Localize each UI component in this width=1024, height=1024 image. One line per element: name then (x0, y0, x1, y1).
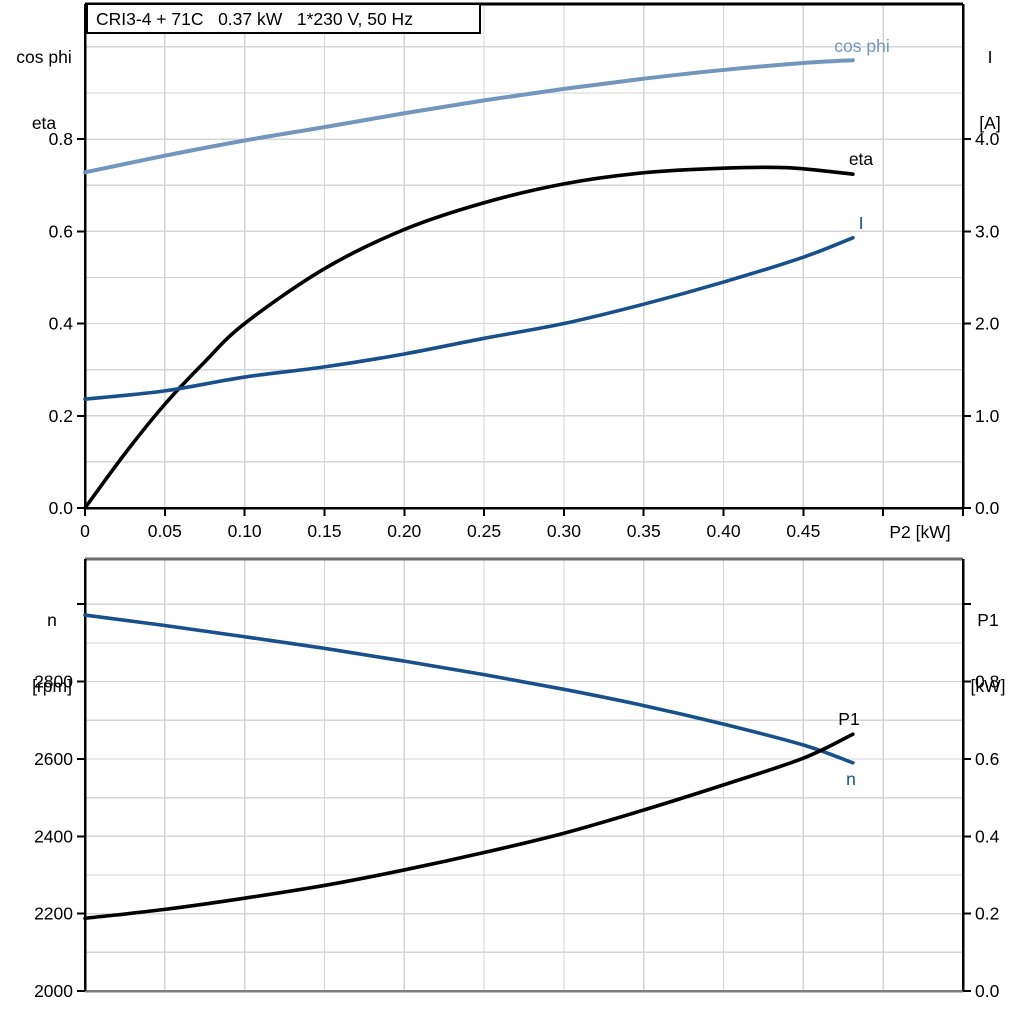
top-left-axis-title: cos phi eta (6, 2, 82, 178)
p1-curve-label: P1 (838, 709, 860, 729)
bottom-right-axis-title-line1: P1 (977, 610, 999, 630)
x-axis-tick-label: 0.20 (387, 521, 421, 541)
y-axis-left-tick-label: 2000 (34, 981, 73, 1001)
y-axis-left-tick-label: 0.2 (49, 406, 73, 426)
y-axis-right-tick-label: 0.6 (975, 749, 999, 769)
y-axis-left-tick-label: 0.6 (49, 221, 73, 241)
x-axis-tick-label: 0.35 (627, 521, 661, 541)
y-axis-right-tick-label: 0.8 (975, 672, 999, 692)
bottom-left-axis-title-line2: [rpm] (32, 676, 72, 696)
top-right-axis-title: I [A] (960, 2, 1020, 178)
curve-i (83, 235, 855, 401)
x-axis-tick-label: 0.45 (786, 521, 820, 541)
curve-cos-phi (83, 58, 855, 175)
bottom-left-axis-title-line1: n (47, 610, 57, 630)
x-axis-title: P2 [kW] (889, 522, 951, 542)
x-axis-tick-label: 0.10 (228, 521, 262, 541)
curve-n (83, 613, 855, 765)
top-left-axis-title-line2: eta (31, 113, 57, 133)
y-axis-left-tick-label: 2800 (34, 672, 73, 692)
eta-curve-label: eta (848, 149, 874, 169)
y-axis-right-tick-label: 0.2 (975, 904, 999, 924)
bottom-right-axis-title: P1 [kW] (952, 565, 1024, 741)
bottom-chart: 2000 2200 2400 2600 2800 0.0 0.2 0.4 0.6 0.8 (34, 557, 1000, 1001)
y-axis-right-tick-label: 4.0 (975, 129, 1000, 149)
x-axis-tick-label: 0.15 (307, 521, 341, 541)
cos-phi-curve-label: cos phi (834, 36, 890, 56)
top-right-axis-title-line1: I (987, 47, 993, 67)
chart-title: CRI3-4 + 71C 0.37 kW 1*230 V, 50 Hz (96, 8, 413, 29)
chart-title-box: CRI3-4 + 71C 0.37 kW 1*230 V, 50 Hz (86, 3, 481, 34)
curve-eta (83, 165, 855, 510)
bottom-left-axis-title: n [rpm] (14, 565, 90, 741)
top-chart: 0.0 0.2 0.4 0.6 0.8 0.0 1.0 2.0 3.0 4.0 0 0.05 0.10 0… (49, 2, 1000, 541)
y-axis-right-tick-label: 2.0 (975, 314, 1000, 334)
top-left-axis-title-line1: cos phi (16, 47, 72, 67)
y-axis-right-tick-label: 1.0 (975, 406, 1000, 426)
y-axis-left-tick-label: 2200 (34, 904, 73, 924)
y-axis-left-tick-label: 0.0 (49, 498, 74, 518)
x-axis-tick-label: 0.40 (707, 521, 741, 541)
n-curve-label: n (846, 769, 856, 789)
current-curve-label: I (858, 213, 864, 233)
y-axis-left-tick-label: 2600 (34, 749, 73, 769)
y-axis-left-tick-label: 0.8 (49, 129, 73, 149)
top-right-axis-title-line2: [A] (979, 113, 1001, 133)
bottom-right-axis-title-line2: [kW] (970, 676, 1006, 696)
y-axis-right-tick-label: 0.4 (975, 826, 1000, 846)
y-axis-right-tick-label: 3.0 (975, 221, 1000, 241)
x-axis-tick-label: 0.05 (148, 521, 182, 541)
y-axis-left-tick-label: 0.4 (49, 314, 74, 334)
y-axis-right-tick-label: 0.0 (975, 498, 1000, 518)
x-axis-tick-label: 0.25 (467, 521, 501, 541)
x-axis-tick-label: 0.30 (547, 521, 581, 541)
y-axis-right-tick-label: 0.0 (975, 981, 1000, 1001)
curve-p1 (83, 732, 855, 921)
x-axis-tick-label: 0 (80, 521, 90, 541)
y-axis-left-tick-label: 2400 (34, 826, 73, 846)
